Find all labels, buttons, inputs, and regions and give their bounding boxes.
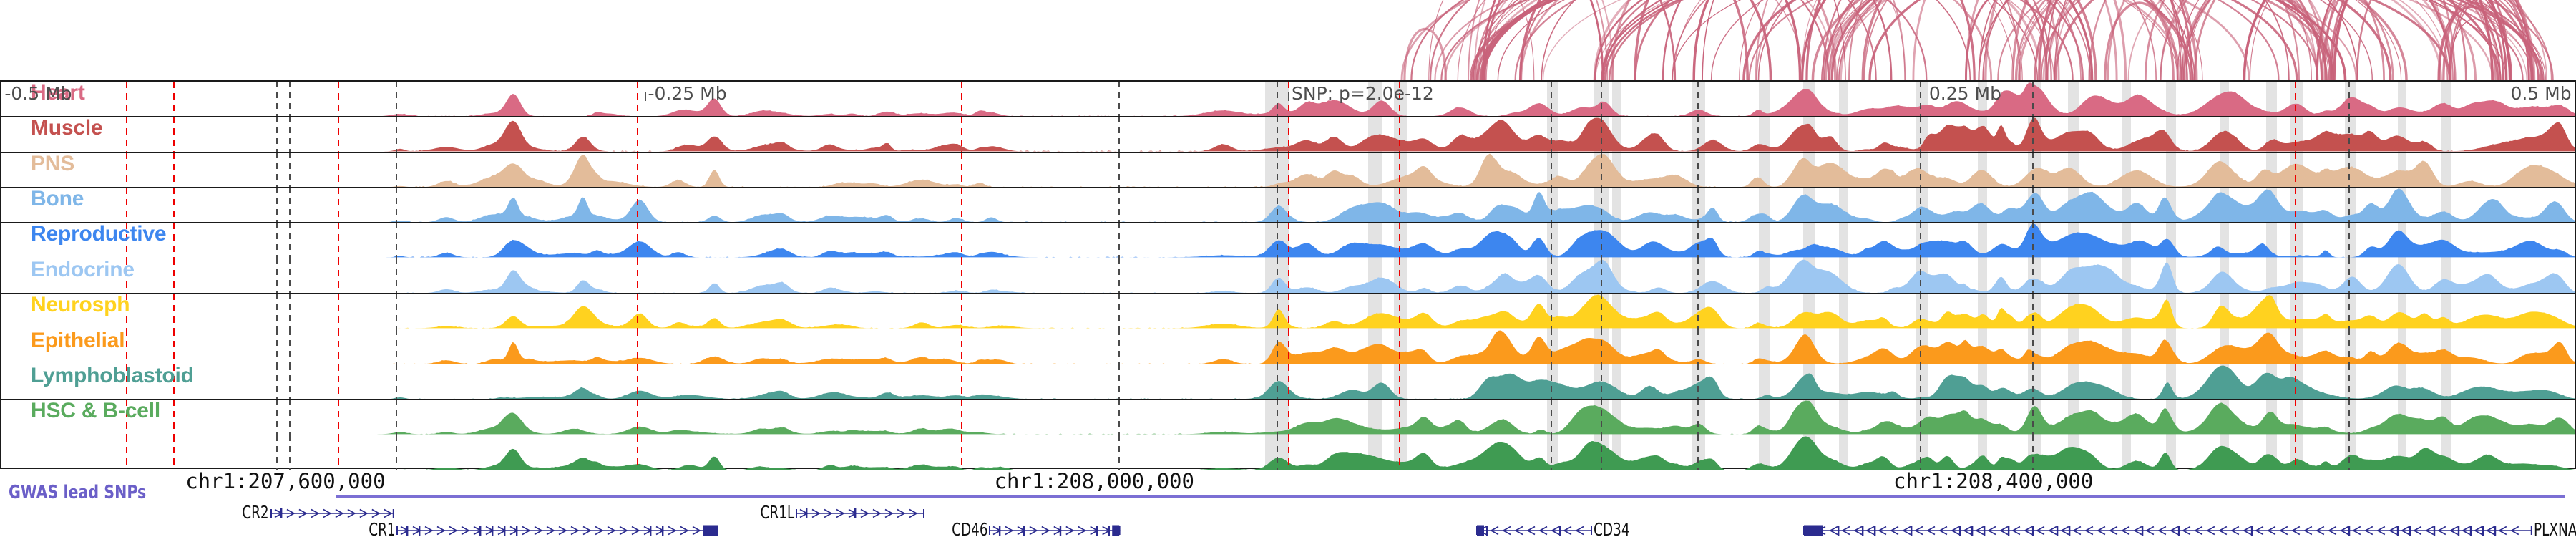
track-label-epithelial: Epithelial	[31, 329, 125, 352]
gene-plxna2[interactable]: PLXNA2	[1803, 519, 2576, 537]
track-label-reproductive: Reproductive	[31, 223, 167, 246]
gene-cd46[interactable]: CD46	[952, 519, 1121, 537]
track-label-heart: Heart	[31, 82, 85, 105]
track-label-bone: Bone	[31, 188, 84, 211]
signal-profile	[1, 188, 2575, 223]
coordinate-label-2: chr1:208,400,000	[1893, 469, 2094, 493]
track-neurosph: Neurosph	[1, 294, 2575, 329]
gene-model-cr2	[270, 508, 394, 518]
gene-model-plxna2	[1803, 525, 2532, 536]
gene-cr1[interactable]: CR1	[369, 519, 719, 537]
gene-label-plxna2: PLXNA2	[2533, 519, 2576, 537]
signal-track-stack: Heart -0.5 Mb -0.25 Mb SNP: p=2.0e-12 0.25 M…	[0, 80, 2576, 470]
axis-tick-4: 0.5 Mb	[2510, 83, 2572, 104]
track-label-hsc-and-b-cell: HSC & B-cell	[31, 400, 160, 423]
axis-tick-1: -0.25 Mb	[644, 83, 727, 104]
track-blood-and-t-cell	[1, 435, 2575, 470]
gwas-lead-snps-label: GWAS lead SNPs	[9, 482, 147, 503]
axis-tick-2: SNP: p=2.0e-12	[1288, 83, 1434, 104]
track-lymphoblastoid: Lymphoblastoid	[1, 364, 2575, 400]
track-bone: Bone	[1, 188, 2575, 223]
coordinate-label-1: chr1:208,000,000	[994, 469, 1194, 493]
track-endocrine: Endocrine	[1, 258, 2575, 294]
track-label-muscle: Muscle	[31, 117, 103, 140]
loop-arcs	[1400, 0, 2554, 80]
gene-cr1l[interactable]: CR1L	[761, 502, 925, 523]
track-label-lymphoblastoid: Lymphoblastoid	[31, 364, 194, 387]
axis-tick-0: -0.5 Mb	[4, 83, 72, 104]
axis-tick-3: 0.25 Mb	[1928, 83, 2001, 104]
track-reproductive: Reproductive	[1, 223, 2575, 258]
gene-label-cr1: CR1	[368, 519, 396, 537]
track-hsc-and-b-cell: HSC & B-cell	[1, 400, 2575, 435]
track-muscle: Muscle	[1, 117, 2575, 153]
signal-profile	[1, 294, 2575, 329]
gene-row-upper: CR2 CR1L	[0, 502, 2576, 523]
signal-profile	[1, 259, 2575, 294]
axis-tickmark	[1288, 92, 1289, 101]
track-pns: PNS	[1, 152, 2575, 188]
track-label-neurosph: Neurosph	[31, 294, 130, 317]
signal-profile	[1, 436, 2575, 470]
gene-cr2[interactable]: CR2	[243, 502, 394, 523]
signal-profile	[1, 330, 2575, 364]
track-epithelial: Epithelial	[1, 329, 2575, 364]
track-label-endocrine: Endocrine	[31, 258, 135, 281]
signal-profile	[1, 117, 2575, 152]
coordinate-label-0: chr1:207,600,000	[185, 469, 386, 493]
gene-label-cr2: CR2	[242, 502, 269, 523]
gene-model-cd46	[989, 525, 1121, 536]
gene-cd34[interactable]: CD34	[1475, 519, 1629, 537]
gene-label-cd46: CD46	[951, 519, 988, 537]
signal-profile	[1, 153, 2575, 188]
signal-profile	[1, 82, 2575, 117]
track-heart: Heart -0.5 Mb -0.25 Mb SNP: p=2.0e-12 0.25 M…	[1, 82, 2575, 117]
track-label-pns: PNS	[31, 152, 75, 175]
chromatin-loop-arc-panel	[0, 0, 2576, 80]
gene-model-cr1l	[796, 508, 925, 518]
gwas-track-line	[336, 495, 2565, 498]
gene-model-cd34	[1475, 525, 1592, 536]
axis-tickmark	[644, 92, 646, 101]
gene-annotation-panel: chr1:207,600,000 chr1:208,000,000 chr1:208…	[0, 469, 2576, 537]
signal-profile	[1, 365, 2575, 400]
signal-profile	[1, 400, 2575, 435]
signal-profile	[1, 223, 2575, 258]
gene-row-lower: CR1 CD46 CD34 PLXNA2	[0, 519, 2576, 537]
gene-model-cr1	[396, 525, 719, 536]
gene-label-cd34: CD34	[1593, 519, 1630, 537]
gene-label-cr1l: CR1L	[760, 502, 795, 523]
